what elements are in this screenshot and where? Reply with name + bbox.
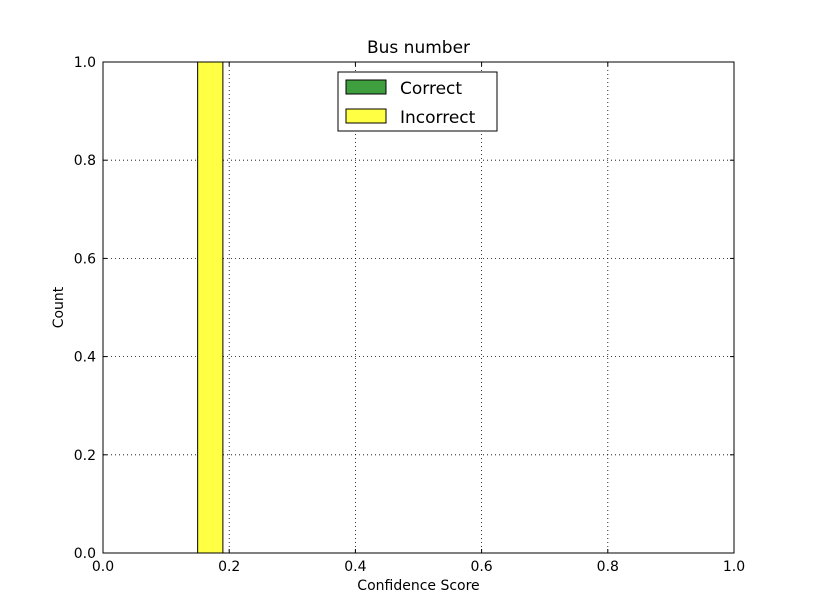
x-tick-label: 0.8: [597, 559, 619, 575]
x-tick-label: 1.0: [723, 559, 745, 575]
x-tick-label: 0.2: [218, 559, 240, 575]
x-tick-label: 0.6: [470, 559, 492, 575]
y-tick-label: 0.2: [74, 448, 96, 464]
x-tick-label: 0.4: [344, 559, 366, 575]
legend: Correct Incorrect: [338, 72, 497, 131]
bars: [198, 62, 223, 553]
y-tick-label: 0.0: [74, 546, 96, 562]
bar-incorrect: [198, 62, 223, 553]
legend-swatch-correct: [346, 80, 386, 94]
chart-title: Bus number: [367, 38, 470, 58]
y-tick-label: 1.0: [74, 55, 96, 71]
y-tick-label: 0.6: [74, 251, 96, 267]
y-tick-label: 0.8: [74, 153, 96, 169]
legend-label-correct: Correct: [400, 79, 462, 99]
legend-swatch-incorrect: [346, 109, 386, 123]
x-axis-label: Confidence Score: [357, 578, 479, 594]
y-tick-label: 0.4: [74, 350, 96, 366]
y-axis-label: Count: [51, 286, 67, 328]
legend-label-incorrect: Incorrect: [400, 108, 476, 128]
